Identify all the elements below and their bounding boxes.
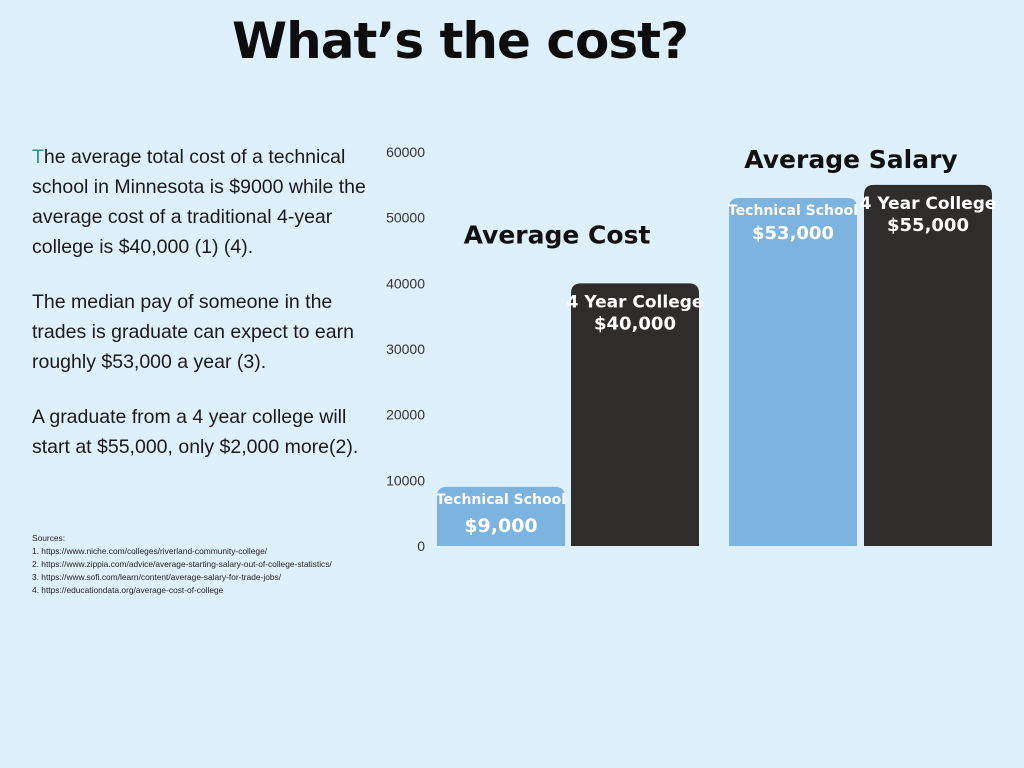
bar [571, 283, 699, 546]
cost-salary-bar-chart: 0 10000 20000 30000 40000 50000 60000 Average C… [386, 144, 997, 554]
sources: Sources: 1. https://www.niche.com/colleg… [32, 532, 392, 597]
source-item: 1. https://www.niche.com/colleges/riverl… [32, 546, 268, 556]
first-letter: T [32, 146, 44, 168]
source-item: 2. https://www.zippia.com/advice/average… [32, 559, 332, 569]
paragraph-trade-pay: The median pay of someone in the trades … [32, 291, 354, 373]
y-tick-label: 50000 [386, 210, 425, 226]
page-title: What’s the cost? [231, 12, 689, 70]
y-tick-label: 30000 [386, 341, 425, 357]
bar-name-label: Technical School [436, 492, 566, 508]
y-tick-label: 40000 [386, 275, 425, 291]
bar [864, 184, 992, 547]
bar-name-label: Technical School [728, 203, 858, 219]
bar-value-label: $53,000 [752, 223, 834, 244]
bar-value-label: $9,000 [464, 515, 537, 537]
bar-value-label: $40,000 [594, 313, 676, 334]
source-item: 3. https://www.sofi.com/learn/content/av… [32, 572, 282, 582]
paragraph-cost: The average total cost of a technical sc… [32, 142, 377, 262]
bar [729, 197, 857, 546]
paragraph-cost-rest: he average total cost of a technical sch… [32, 146, 366, 258]
sources-heading: Sources: [32, 533, 66, 543]
bar-name-label: 4 Year College [860, 194, 997, 214]
bar-name-label: 4 Year College [567, 292, 704, 312]
y-tick-label: 0 [417, 538, 425, 554]
y-tick-label: 60000 [386, 144, 425, 160]
body-text: The average total cost of a technical sc… [32, 142, 377, 487]
y-tick-label: 20000 [386, 407, 425, 423]
bar [437, 486, 565, 546]
y-tick-label: 10000 [386, 472, 425, 488]
group-title: Average Cost [464, 220, 651, 249]
paragraph-college-pay: A graduate from a 4 year college will st… [32, 406, 359, 458]
source-item: 4. https://educationdata.org/average-cos… [32, 585, 224, 595]
group-title: Average Salary [744, 145, 957, 174]
bar-value-label: $55,000 [887, 215, 969, 236]
